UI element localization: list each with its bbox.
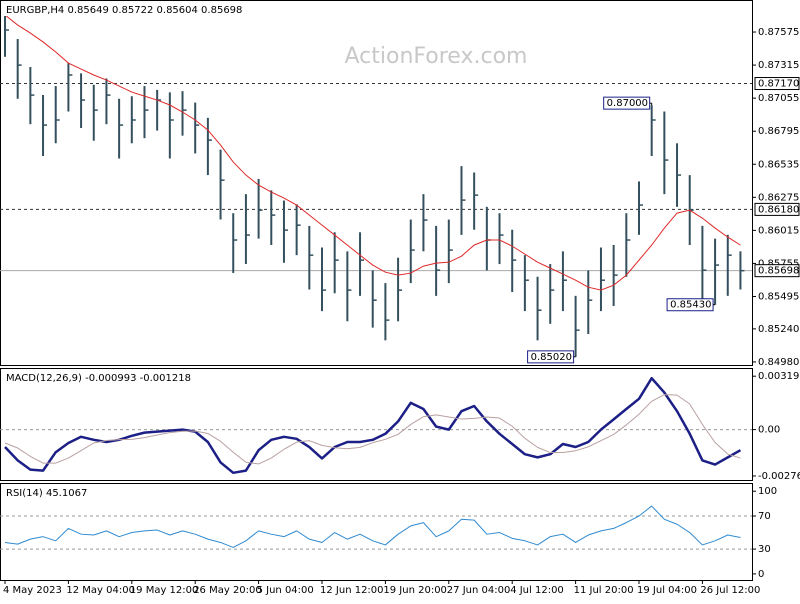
annotation-label: 0.85430 (670, 300, 711, 311)
level-box (754, 202, 800, 216)
title-bg (3, 486, 91, 499)
x-tick-label: 11 Jul 20:00 (574, 585, 634, 596)
y-tick-label: 0.84980 (758, 357, 799, 368)
level-box (754, 77, 800, 91)
y-tick-label: 70 (758, 511, 771, 522)
panel-title: MACD(12,26,9) -0.000993 -0.001218 (6, 373, 191, 384)
y-tick-label: 0.86275 (758, 192, 799, 203)
x-tick-label: 26 Jul 12:00 (700, 585, 760, 596)
last-price-box (754, 264, 800, 278)
x-tick-label: 27 Jun 04:00 (447, 585, 511, 596)
y-tick-label: 0.86015 (758, 225, 799, 236)
y-tick-label: 0.85240 (758, 324, 799, 335)
y-tick-label: 0.86535 (758, 159, 799, 170)
annotation-label: 0.87000 (607, 98, 648, 109)
title-bg (3, 371, 194, 384)
x-tick-label: 5 Jun 04:00 (257, 585, 314, 596)
x-tick-label: 26 May 20:00 (193, 585, 262, 596)
x-tick-label: 4 May 2023 (3, 585, 62, 596)
y-tick-label: 0 (758, 569, 764, 580)
panel-frame (0, 368, 753, 481)
indicator-line (4, 376, 742, 475)
y-tick-label: 0.87315 (758, 60, 799, 71)
y-tick-label: -0.002769 (758, 471, 800, 482)
panel-frame (0, 0, 753, 366)
y-tick-label: 0.87575 (758, 27, 799, 38)
panel-title: RSI(14) 45.1067 (6, 488, 87, 499)
watermark: ActionForex.com (345, 44, 528, 69)
level-label: 0.87170 (758, 79, 799, 90)
panel-frame (0, 483, 753, 581)
moving-average (4, 14, 741, 291)
y-tick-label: 30 (758, 544, 771, 555)
panel-title: EURGBP,H4 0.85649 0.85722 0.85604 0.8569… (6, 5, 242, 16)
x-tick-label: 12 Jun 12:00 (320, 585, 384, 596)
y-tick-label: 0.00 (758, 425, 780, 436)
last-price-label: 0.85698 (758, 266, 799, 277)
y-tick-label: 0.86795 (758, 126, 799, 137)
y-tick-label: 100 (758, 486, 777, 497)
x-tick-label: 4 Jul 12:00 (510, 585, 564, 596)
y-tick-label: 0.00319 (758, 371, 799, 382)
x-tick-label: 19 Jun 20:00 (383, 585, 447, 596)
y-tick-label: 0.87055 (758, 93, 799, 104)
x-tick-label: 19 Jul 04:00 (637, 585, 697, 596)
x-tick-label: 12 May 04:00 (66, 585, 135, 596)
title-bg (3, 3, 246, 16)
indicator-line (4, 394, 741, 465)
indicator-line (4, 505, 741, 548)
x-tick-label: 19 May 12:00 (130, 585, 199, 596)
annotation-label: 0.85020 (531, 352, 572, 363)
level-label: 0.86180 (758, 204, 799, 215)
y-tick-label: 0.85755 (758, 258, 799, 269)
y-tick-label: 0.85495 (758, 291, 799, 302)
